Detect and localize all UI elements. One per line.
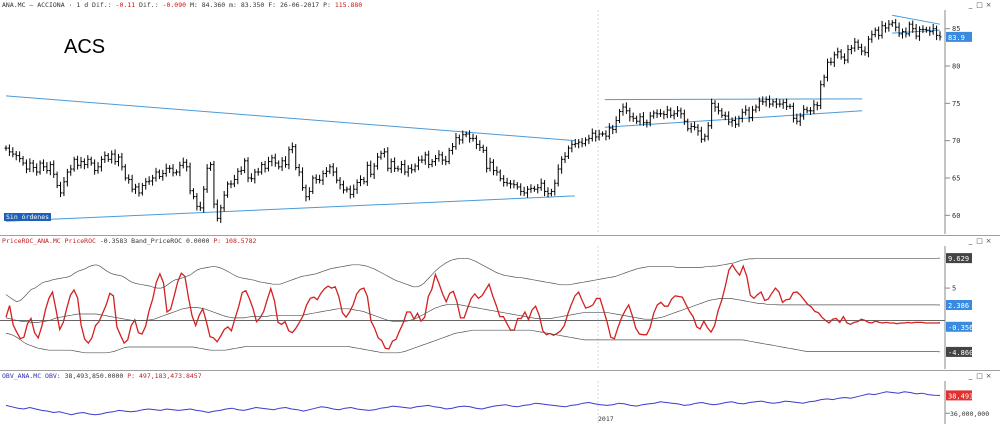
max-value: 84.360 <box>201 1 226 9</box>
price-tick-label: 65 <box>952 175 960 183</box>
difpct-value: -0.090 <box>162 1 187 9</box>
roc-series-roc <box>5 263 941 350</box>
price-window-controls: _ □ × <box>966 1 993 9</box>
trendline <box>604 98 863 101</box>
obv-pane: 36,000,000 38,493,850 OBV_ANA.MC OBV: 38,… <box>0 371 1000 426</box>
obv-value: 38,493,850.0000 <box>64 372 124 380</box>
roc-series-lower-band <box>5 329 941 354</box>
ticker-label: ACS <box>64 36 106 58</box>
obv-last-tag: 38,493,850 <box>948 392 990 400</box>
close-icon[interactable]: × <box>985 1 992 9</box>
price-tick-label: 75 <box>952 100 960 108</box>
trendline <box>5 195 575 222</box>
trendline <box>892 14 941 25</box>
roc-lower-tag-bg <box>946 346 972 357</box>
roc-header: PriceROC_ANA.MC PriceROC -0.3583 Band_Pr… <box>2 237 257 245</box>
close-icon[interactable]: × <box>985 237 992 245</box>
minimize-icon[interactable]: _ <box>968 237 973 245</box>
roc-lower-tag: -4.860 <box>948 349 973 357</box>
obv-header: OBV_ANA.MC OBV: 38,493,850.0000 P: 497,1… <box>2 372 202 380</box>
roc-upper-tag-bg <box>946 253 972 264</box>
price-tick-label: 80 <box>952 63 960 71</box>
trendline <box>604 110 863 128</box>
date-value: 26-06-2017 <box>280 1 320 9</box>
price-last-tag: 83.9 <box>948 34 965 42</box>
price-tick-label: 70 <box>952 137 960 145</box>
roc-mid-tag: 2.386 <box>948 302 969 310</box>
roc-p-value: 108.5782 <box>225 237 257 245</box>
roc-last-tag-bg <box>946 321 972 332</box>
roc-series-mid-band <box>5 298 941 323</box>
maximize-icon[interactable]: □ <box>976 1 983 9</box>
price-tick-label: 60 <box>952 212 960 220</box>
minimize-icon[interactable]: _ <box>968 372 973 380</box>
roc-upper-tag: 9.629 <box>948 255 969 263</box>
roc-tick-label: 5 <box>952 285 956 293</box>
roc-last-tag: -0.356 <box>948 324 973 332</box>
roc-value: -0.3583 <box>99 237 128 245</box>
pv-value: 115.880 <box>334 1 363 9</box>
obv-window-controls: _ □ × <box>966 372 993 380</box>
price-header: ANA.MC – ACCIONA · 1 d Dif.: -0.11 Dif.:… <box>2 1 363 9</box>
obv-chart[interactable]: 36,000,000 38,493,850 <box>0 371 1000 426</box>
obv-last-tag-bg <box>946 390 972 401</box>
maximize-icon[interactable]: □ <box>976 372 983 380</box>
roc-mid-tag-bg <box>946 300 972 311</box>
period-label: 1 d <box>76 1 89 9</box>
trendline <box>5 95 575 142</box>
obv-p-value: 497,183,473.8457 <box>139 372 202 380</box>
year-label: 2017 <box>598 415 614 423</box>
orders-badge[interactable]: Sin órdenes <box>4 213 52 221</box>
price-pane: ANA.MC – ACCIONA · 1 d Dif.: -0.11 Dif.:… <box>0 0 1000 236</box>
band-value: 0.0000 <box>185 237 210 245</box>
obv-series <box>5 391 941 416</box>
close-icon[interactable]: × <box>985 372 992 380</box>
minimize-icon[interactable]: _ <box>968 1 973 9</box>
maximize-icon[interactable]: □ <box>976 237 983 245</box>
price-tick-label: 85 <box>952 25 960 33</box>
symbol-label: ANA.MC – ACCIONA <box>2 1 65 9</box>
roc-window-controls: _ □ × <box>966 237 993 245</box>
min-value: 83.350 <box>240 1 265 9</box>
price-last-tag-bg <box>946 31 972 42</box>
dif-value: -0.11 <box>115 1 136 9</box>
roc-series-upper-band <box>5 257 941 303</box>
roc-pane: 5 9.629 2.386 -0.356 -4.860 PriceROC_ANA.MC … <box>0 236 1000 371</box>
obv-tick-label: 36,000,000 <box>950 410 989 418</box>
roc-chart[interactable]: 5 9.629 2.386 -0.356 -4.860 <box>0 236 1000 371</box>
